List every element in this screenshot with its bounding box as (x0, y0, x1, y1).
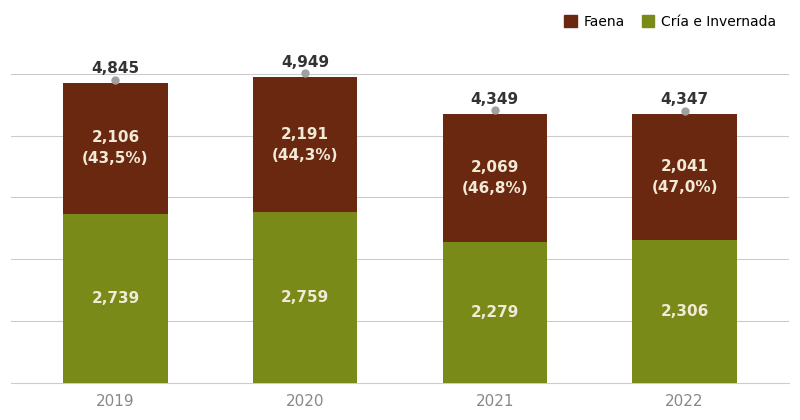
Bar (253, 213, 358, 383)
Legend: Faena, Cría e Invernada: Faena, Cría e Invernada (559, 9, 782, 34)
Text: 2,191
(44,3%): 2,191 (44,3%) (272, 127, 338, 163)
Bar (253, 77, 358, 213)
Text: 4,349: 4,349 (470, 92, 519, 107)
Text: 2,069
(46,8%): 2,069 (46,8%) (462, 160, 528, 196)
Bar (442, 114, 547, 242)
Bar (632, 240, 737, 383)
Text: 2,306: 2,306 (660, 304, 709, 319)
Text: 2,739: 2,739 (91, 291, 139, 306)
Bar (63, 84, 168, 213)
Text: 2,279: 2,279 (470, 305, 519, 320)
Text: 2,106
(43,5%): 2,106 (43,5%) (82, 131, 149, 166)
Bar (63, 213, 168, 383)
Bar (442, 242, 547, 383)
Text: 4,845: 4,845 (91, 61, 139, 76)
Text: 2,041
(47,0%): 2,041 (47,0%) (651, 159, 718, 195)
Text: 4,949: 4,949 (281, 55, 330, 70)
Bar (632, 114, 737, 240)
Text: 2,759: 2,759 (281, 290, 330, 305)
Text: 4,347: 4,347 (661, 92, 709, 107)
